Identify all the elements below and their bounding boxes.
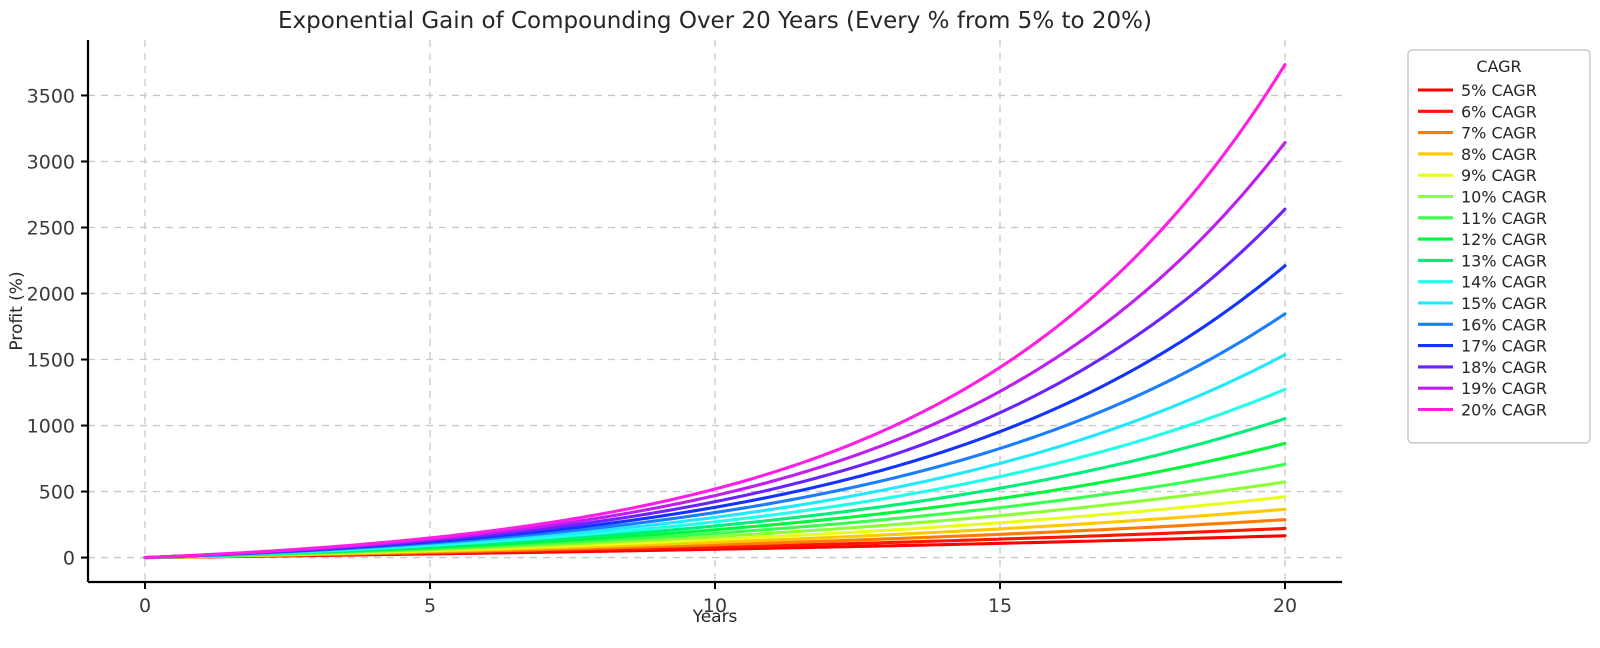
legend-label-14pct[interactable]: 14% CAGR bbox=[1461, 273, 1547, 292]
chart-title: Exponential Gain of Compounding Over 20 … bbox=[278, 8, 1152, 34]
y-tick-label: 0 bbox=[63, 548, 75, 570]
series-lines bbox=[143, 63, 1287, 560]
legend-label-18pct[interactable]: 18% CAGR bbox=[1461, 358, 1547, 377]
y-tick-label: 3000 bbox=[27, 151, 75, 173]
legend-label-6pct[interactable]: 6% CAGR bbox=[1461, 102, 1537, 121]
legend-label-16pct[interactable]: 16% CAGR bbox=[1461, 315, 1547, 334]
legend-label-13pct[interactable]: 13% CAGR bbox=[1461, 251, 1547, 270]
x-tick-label: 0 bbox=[139, 595, 151, 617]
x-tick-label: 20 bbox=[1273, 595, 1297, 617]
legend-label-7pct[interactable]: 7% CAGR bbox=[1461, 124, 1537, 143]
legend-title: CAGR bbox=[1476, 57, 1521, 76]
y-tick-label: 2500 bbox=[27, 217, 75, 239]
legend-label-9pct[interactable]: 9% CAGR bbox=[1461, 166, 1537, 185]
legend-box bbox=[1407, 49, 1591, 444]
legend-label-20pct[interactable]: 20% CAGR bbox=[1461, 401, 1547, 420]
y-ticks: 0 500 1000 1500 2000 2500 3000 3500 bbox=[27, 85, 88, 570]
legend-label-5pct[interactable]: 5% CAGR bbox=[1461, 81, 1537, 100]
y-tick-label: 1000 bbox=[27, 416, 75, 438]
chart-legend[interactable]: CAGR 5% CAGR 6% CAGR 7% CAGR 8% CAGR 9% CAGR 1… bbox=[1407, 49, 1591, 444]
legend-label-15pct[interactable]: 15% CAGR bbox=[1461, 294, 1547, 313]
series-line-20pct bbox=[143, 63, 1287, 560]
x-tick-label: 15 bbox=[988, 595, 1012, 617]
legend-label-8pct[interactable]: 8% CAGR bbox=[1461, 145, 1537, 164]
y-tick-label: 2000 bbox=[27, 284, 75, 306]
y-tick-label: 500 bbox=[39, 482, 75, 504]
legend-label-17pct[interactable]: 17% CAGR bbox=[1461, 337, 1547, 356]
x-ticks: 0 5 10 15 20 bbox=[139, 582, 1297, 617]
legend-label-19pct[interactable]: 19% CAGR bbox=[1461, 379, 1547, 398]
x-tick-label: 10 bbox=[703, 595, 727, 617]
y-tick-label: 3500 bbox=[27, 85, 75, 107]
y-axis-label: Profit (%) bbox=[7, 271, 27, 350]
legend-label-12pct[interactable]: 12% CAGR bbox=[1461, 230, 1547, 249]
x-axis-label: Years bbox=[692, 607, 738, 627]
x-tick-label: 5 bbox=[424, 595, 436, 617]
y-tick-label: 1500 bbox=[27, 350, 75, 372]
legend-label-11pct[interactable]: 11% CAGR bbox=[1461, 209, 1547, 228]
legend-label-10pct[interactable]: 10% CAGR bbox=[1461, 188, 1547, 207]
